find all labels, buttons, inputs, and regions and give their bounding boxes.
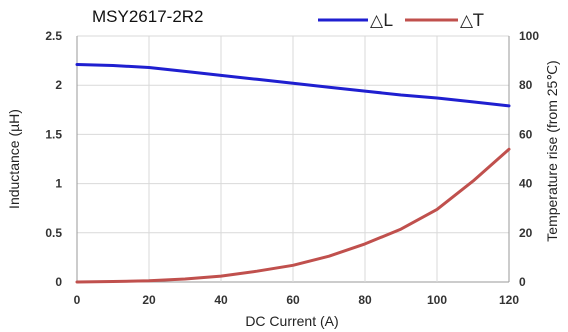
legend-label-delta-l: △L bbox=[370, 11, 393, 31]
tick-labels: 0 0.5 1 1.5 2 2.5 0 20 40 60 80 100 0 20 40 60 80 100 120 bbox=[45, 29, 539, 307]
y-tick-label: 1 bbox=[55, 177, 62, 191]
series-layer bbox=[75, 63, 511, 284]
grid-lines bbox=[76, 35, 510, 283]
x-tick-label: 0 bbox=[74, 293, 81, 307]
y-axis-title: Inductance (µH) bbox=[6, 109, 22, 209]
y-tick-label: 2.5 bbox=[45, 29, 62, 43]
y2-tick-label: 0 bbox=[519, 275, 526, 289]
y2-tick-label: 60 bbox=[519, 127, 533, 141]
legend: △L △T bbox=[318, 11, 484, 31]
series-line-delta-l bbox=[75, 63, 511, 108]
legend-label-delta-t: △T bbox=[460, 11, 484, 31]
y2-tick-label: 40 bbox=[519, 177, 533, 191]
y-tick-label: 0 bbox=[55, 275, 62, 289]
y-tick-label: 2 bbox=[55, 78, 62, 92]
y2-axis-title: Temperature rise (from 25℃) bbox=[544, 60, 560, 241]
y2-tick-label: 20 bbox=[519, 226, 533, 240]
y-tick-label: 0.5 bbox=[45, 226, 62, 240]
chart-title: MSY2617-2R2 bbox=[92, 7, 204, 26]
y-tick-label: 1.5 bbox=[45, 127, 62, 141]
x-tick-label: 20 bbox=[142, 293, 156, 307]
x-tick-label: 100 bbox=[427, 293, 447, 307]
x-tick-label: 40 bbox=[214, 293, 228, 307]
y2-tick-label: 80 bbox=[519, 78, 533, 92]
series-line-delta-t bbox=[75, 147, 511, 284]
x-tick-label: 60 bbox=[286, 293, 300, 307]
x-tick-label: 120 bbox=[499, 293, 519, 307]
y2-tick-label: 100 bbox=[519, 29, 539, 43]
x-tick-label: 80 bbox=[358, 293, 372, 307]
x-axis-title: DC Current (A) bbox=[245, 313, 338, 329]
